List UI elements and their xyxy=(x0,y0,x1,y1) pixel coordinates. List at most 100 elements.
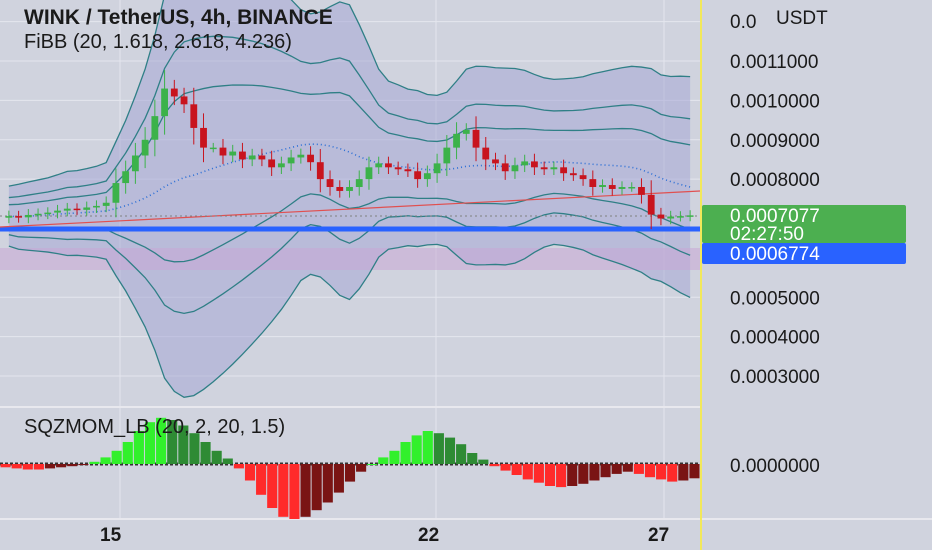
momentum-bar xyxy=(467,453,478,464)
price-axis-labels: 0.0 0.0011000 0.0010000 0.0009000 0.0008000 0… xyxy=(730,12,820,388)
momentum-bar xyxy=(433,433,444,464)
momentum-histogram xyxy=(0,417,700,519)
momentum-bar xyxy=(667,464,678,482)
momentum-bar xyxy=(78,464,89,466)
momentum-bar xyxy=(511,464,522,475)
candle-body xyxy=(550,167,558,170)
momentum-bar xyxy=(322,464,333,503)
momentum-bar xyxy=(100,457,111,464)
candle-body xyxy=(647,194,655,215)
momentum-bar xyxy=(622,464,633,472)
candle-body xyxy=(180,96,188,105)
bar-countdown: 02:27:50 xyxy=(730,224,804,245)
momentum-bar xyxy=(478,459,489,464)
momentum-bar xyxy=(489,464,500,467)
candle-body xyxy=(73,208,81,211)
momentum-bar xyxy=(122,442,133,464)
candle-body xyxy=(34,213,42,216)
momentum-bar xyxy=(11,464,22,469)
candle-body xyxy=(667,216,675,219)
momentum-bar xyxy=(456,444,467,464)
price-axis-panel xyxy=(700,0,932,550)
price-tick-label: 0.0010000 xyxy=(730,91,820,112)
price-tick-label: 0.0005000 xyxy=(730,288,820,309)
momentum-bar xyxy=(367,464,378,465)
band-line-lower xyxy=(8,243,691,398)
candle-body xyxy=(579,175,587,180)
fibb-indicator-label: FiBB (20, 1.618, 2.618, 4.236) xyxy=(24,31,292,53)
candle-body xyxy=(209,147,217,150)
currency-label[interactable]: USDT xyxy=(776,8,828,29)
band-line-upper xyxy=(8,35,691,199)
symbol-title: WINK / TetherUS, 4h, BINANCE xyxy=(24,6,333,29)
momentum-bar xyxy=(522,464,533,480)
candle-body xyxy=(336,187,344,191)
momentum-bar xyxy=(144,422,156,464)
momentum-bar xyxy=(589,464,600,481)
candle-body xyxy=(531,161,538,168)
candle-body xyxy=(686,215,694,217)
momentum-bar xyxy=(633,464,644,474)
candle-body xyxy=(63,208,71,211)
momentum-bar xyxy=(89,461,100,464)
candle-body xyxy=(316,162,324,180)
lower-band-shade xyxy=(0,248,700,270)
trend-line xyxy=(0,190,701,228)
momentum-bar xyxy=(600,464,611,478)
candle-body xyxy=(394,167,402,170)
candle-body xyxy=(307,154,314,163)
candle-body xyxy=(521,161,529,166)
momentum-bar xyxy=(378,457,389,464)
candle-body xyxy=(404,169,412,172)
price-tick-label: 0.0004000 xyxy=(730,328,820,349)
date-label-15: 15 xyxy=(100,525,122,546)
candle-body xyxy=(102,202,110,206)
momentum-bar xyxy=(356,464,367,472)
candles xyxy=(5,70,694,230)
candle-body xyxy=(219,147,227,156)
candle-body xyxy=(15,216,23,218)
last-price-tag xyxy=(702,205,906,243)
momentum-bar xyxy=(556,464,567,488)
candle-body xyxy=(268,159,276,168)
candle-body xyxy=(599,185,606,187)
candle-body xyxy=(414,171,422,180)
candle-body xyxy=(618,187,626,189)
momentum-zero-label: 0.0000000 xyxy=(730,456,820,477)
momentum-bar xyxy=(167,420,178,464)
candle-body xyxy=(151,116,159,140)
candle-body xyxy=(569,173,577,176)
fibonacci-bollinger-bands xyxy=(0,0,700,398)
momentum-bar xyxy=(644,464,656,478)
momentum-bar xyxy=(678,464,689,481)
momentum-bar xyxy=(67,464,78,467)
candle-body xyxy=(453,133,460,148)
support-price-value: 0.0006774 xyxy=(730,244,820,265)
candle-body xyxy=(589,179,597,187)
momentum-bar xyxy=(211,450,222,464)
momentum-bar xyxy=(222,458,233,464)
momentum-bar xyxy=(333,464,344,493)
candle-body xyxy=(122,171,130,184)
momentum-bar xyxy=(689,464,700,479)
candle-body xyxy=(346,187,353,191)
candle-body xyxy=(482,147,490,160)
candle-body xyxy=(5,216,13,218)
momentum-bar xyxy=(267,464,278,508)
candle-body xyxy=(540,167,548,170)
momentum-bar xyxy=(300,464,311,517)
candle-body xyxy=(511,165,519,172)
date-label-27: 27 xyxy=(648,525,669,546)
momentum-bar xyxy=(233,464,244,469)
momentum-bar xyxy=(422,431,433,464)
momentum-bar xyxy=(411,435,422,464)
candle-body xyxy=(131,155,139,172)
candle-body xyxy=(239,151,246,160)
momentum-bar xyxy=(578,464,589,484)
candle-body xyxy=(170,88,178,97)
support-price-tag xyxy=(702,243,906,264)
candle-body xyxy=(54,210,61,213)
candle-body xyxy=(423,173,431,180)
